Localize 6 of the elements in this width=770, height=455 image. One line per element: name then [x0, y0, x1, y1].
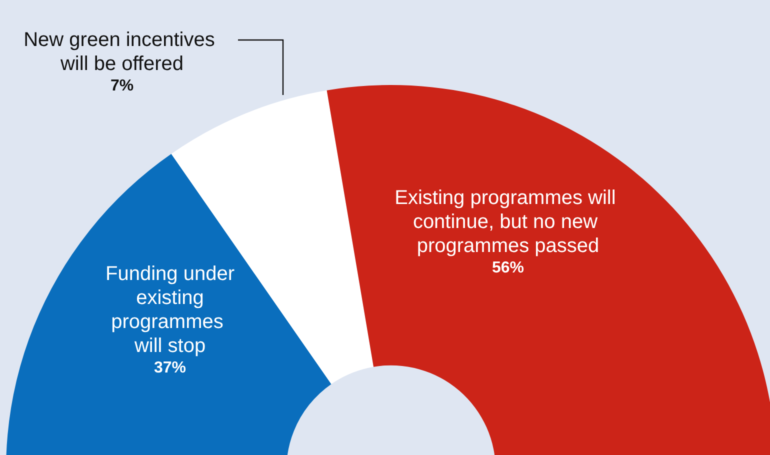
slice-label: Existing programmes will continue, but no new programmes passed [394, 187, 622, 257]
data-label: 37% [154, 360, 186, 376]
data-label: 56% [492, 260, 524, 276]
data-label: 7% [110, 78, 134, 94]
slice-label: Funding under existing programmes will stop [106, 263, 235, 357]
slice-label: New green incentives will be offered [24, 29, 220, 75]
